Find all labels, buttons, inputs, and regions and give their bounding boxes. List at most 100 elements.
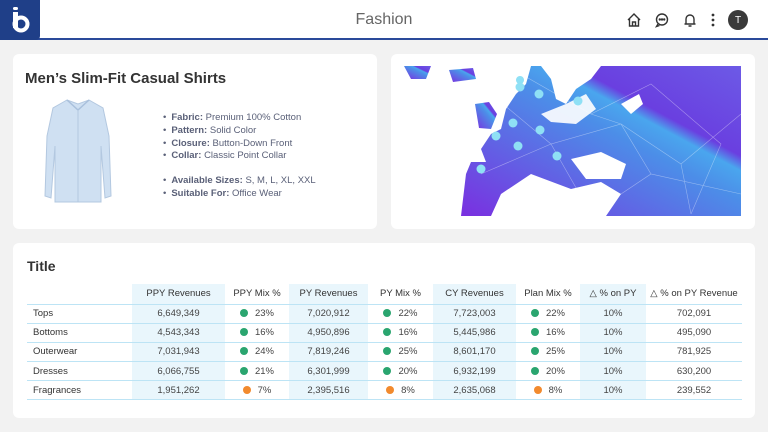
cell-value: 22% bbox=[398, 308, 418, 320]
cell-cy: 8,601,170 bbox=[433, 342, 516, 363]
cell-plan-mix: 20% bbox=[516, 361, 580, 382]
cell-ppy: 7,031,943 bbox=[132, 342, 225, 363]
cell-value: 10% bbox=[603, 346, 623, 358]
cell-value: 20% bbox=[545, 365, 565, 377]
cell-ppy-mix: 24% bbox=[225, 342, 289, 363]
cell-value: 10% bbox=[603, 384, 623, 396]
column-header[interactable]: PY Revenues bbox=[289, 284, 368, 305]
revenue-table-card: Title PPY Revenues PPY Mix % PY Revenues PY… bbox=[13, 243, 755, 418]
cell-py: 2,395,516 bbox=[289, 380, 368, 401]
cell-py-mix: 22% bbox=[368, 304, 433, 324]
column-header[interactable]: CY Revenues bbox=[433, 284, 516, 305]
column-header[interactable]: △ % on PY Revenue bbox=[646, 284, 742, 305]
cell-value: Tops bbox=[33, 308, 54, 320]
cell-plan-mix: 8% bbox=[516, 380, 580, 401]
column-header[interactable]: PY Mix % bbox=[368, 284, 433, 305]
cell-py: 4,950,896 bbox=[289, 323, 368, 343]
status-dot-icon bbox=[530, 309, 539, 318]
cell-ppy: 4,543,343 bbox=[132, 323, 225, 343]
status-dot-icon bbox=[386, 385, 395, 394]
cell-ppy-mix: 21% bbox=[225, 361, 289, 382]
cell-value: Dresses bbox=[33, 365, 68, 377]
status-dot-icon bbox=[239, 309, 248, 318]
cell-ppy-mix: 23% bbox=[225, 304, 289, 324]
column-header[interactable]: Plan Mix % bbox=[516, 284, 580, 305]
cell-label: Dresses bbox=[27, 361, 132, 382]
map-pin-icon bbox=[535, 125, 545, 135]
cell-value: 630,200 bbox=[676, 365, 712, 377]
table-row: Outerwear 7,031,943 24% 7,819,246 25% 8,601,1… bbox=[27, 342, 742, 363]
column-header[interactable] bbox=[27, 284, 132, 305]
cell-value: 22% bbox=[545, 308, 565, 320]
column-header[interactable]: PPY Mix % bbox=[225, 284, 289, 305]
cell-d-py: 10% bbox=[580, 342, 646, 363]
chat-icon[interactable] bbox=[654, 12, 670, 28]
status-dot-icon bbox=[383, 309, 392, 318]
status-dot-icon bbox=[383, 328, 392, 337]
cell-value: 7,031,943 bbox=[157, 346, 200, 358]
map-pin-icon bbox=[476, 164, 486, 174]
cell-d-py-rev: 239,552 bbox=[646, 380, 742, 401]
table-row: Bottoms 4,543,343 16% 4,950,896 16% 5,445,986… bbox=[27, 323, 742, 343]
cell-value: 495,090 bbox=[676, 327, 712, 339]
column-header[interactable]: PPY Revenues bbox=[132, 284, 225, 305]
cell-value: 25% bbox=[545, 346, 565, 358]
status-dot-icon bbox=[530, 347, 539, 356]
page-title: Fashion bbox=[355, 11, 413, 28]
cell-value: 4,950,896 bbox=[307, 327, 350, 339]
cell-value: 6,649,349 bbox=[157, 308, 200, 320]
table-row: Dresses 6,066,755 21% 6,301,999 20% 6,932,199… bbox=[27, 361, 742, 382]
status-dot-icon bbox=[533, 385, 542, 394]
cell-value: 16% bbox=[398, 327, 418, 339]
status-dot-icon bbox=[530, 328, 539, 337]
cell-value: 239,552 bbox=[676, 384, 712, 396]
cell-value: 21% bbox=[254, 365, 274, 377]
status-dot-icon bbox=[239, 366, 248, 375]
app-logo[interactable] bbox=[0, 0, 40, 40]
home-icon[interactable] bbox=[626, 12, 642, 28]
column-header[interactable]: △ % on PY bbox=[580, 284, 646, 305]
revenue-table: PPY Revenues PPY Mix % PY Revenues PY Mix %… bbox=[27, 284, 742, 401]
cell-ppy: 1,951,262 bbox=[132, 380, 225, 401]
cell-value: 5,445,986 bbox=[453, 327, 496, 339]
map-pin-icon bbox=[573, 96, 583, 106]
table-row: Tops 6,649,349 23% 7,020,912 22% 7,723,003 22%… bbox=[27, 304, 742, 324]
cell-value: 8% bbox=[401, 384, 415, 396]
cell-value: 6,301,999 bbox=[307, 365, 350, 377]
cell-py-mix: 20% bbox=[368, 361, 433, 382]
app-header: Fashion T bbox=[0, 0, 768, 40]
cell-value: 7% bbox=[257, 384, 272, 396]
cell-ppy-mix: 7% bbox=[225, 380, 289, 401]
cell-value: 2,395,516 bbox=[307, 384, 350, 396]
cell-value: 6,066,755 bbox=[157, 365, 200, 377]
cell-value: 8,601,170 bbox=[453, 346, 496, 358]
cell-d-py-rev: 702,091 bbox=[646, 304, 742, 324]
europe-map[interactable] bbox=[391, 54, 755, 229]
feature-item: Available Sizes: S, M, L, XL, XXL bbox=[163, 175, 315, 188]
cell-value: 7,819,246 bbox=[307, 346, 350, 358]
map-pin-icon bbox=[534, 89, 544, 99]
location-pins bbox=[476, 76, 583, 174]
cell-py: 7,020,912 bbox=[289, 304, 368, 324]
cell-value: 16% bbox=[545, 327, 565, 339]
cell-label: Bottoms bbox=[27, 323, 132, 343]
cell-ppy-mix: 16% bbox=[225, 323, 289, 343]
cell-d-py: 10% bbox=[580, 380, 646, 401]
status-dot-icon bbox=[383, 366, 392, 375]
product-card: Men’s Slim-Fit Casual Shirts Fabric: Pre… bbox=[13, 54, 377, 229]
status-dot-icon bbox=[239, 347, 248, 356]
user-avatar[interactable]: T bbox=[728, 10, 748, 30]
cell-value: 781,925 bbox=[676, 346, 712, 358]
cell-value: 10% bbox=[603, 308, 623, 320]
cell-d-py-rev: 630,200 bbox=[646, 361, 742, 382]
cell-py-mix: 8% bbox=[368, 380, 433, 401]
cell-value: Fragrances bbox=[33, 384, 82, 396]
cell-cy: 6,932,199 bbox=[433, 361, 516, 382]
more-options-icon[interactable] bbox=[710, 12, 716, 28]
cell-value: 16% bbox=[254, 327, 274, 339]
cell-ppy: 6,066,755 bbox=[132, 361, 225, 382]
cell-value: 10% bbox=[603, 365, 623, 377]
feature-item: Collar: Classic Point Collar bbox=[163, 150, 316, 163]
bell-icon[interactable] bbox=[682, 12, 698, 28]
cell-plan-mix: 22% bbox=[516, 304, 580, 324]
